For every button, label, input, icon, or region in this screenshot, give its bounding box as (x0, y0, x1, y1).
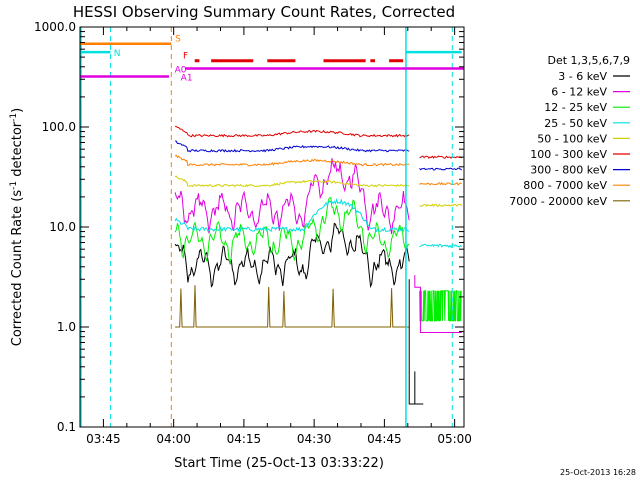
legend-entry-label: 12 - 25 keV (544, 101, 607, 114)
x-tick-label: 03:45 (86, 432, 121, 446)
y-axis: 0.1 1.0 10.0 100.0 1000.0 (34, 20, 464, 434)
legend-entry-label: 7000 - 20000 keV (509, 195, 607, 208)
flag-label: N (114, 49, 121, 59)
series-line (419, 203, 463, 208)
legend-entry-label: 3 - 6 keV (558, 70, 607, 83)
series-line (174, 197, 410, 233)
legend: Det 1,3,5,6,7,9 3 - 6 keV 6 - 12 keV 12 - … (509, 54, 630, 208)
legend-entry-label: 100 - 300 keV (530, 148, 607, 161)
legend-entry-label: 300 - 800 keV (530, 164, 607, 177)
flag-label: F (183, 52, 188, 62)
series-line (419, 181, 462, 186)
legend-entry-label: 800 - 7000 keV (523, 179, 607, 192)
footer-date: 25-Oct-2013 16:28 (560, 468, 636, 477)
series-line (174, 196, 410, 264)
series-line (414, 275, 462, 334)
flag-label: A0 (175, 65, 187, 75)
x-tick-label: 04:15 (227, 432, 262, 446)
flag-label: A1 (181, 73, 193, 83)
series-line (175, 125, 410, 138)
series-line (174, 175, 410, 188)
series-line (174, 222, 410, 289)
y-axis-label: Corrected Count Rate (s-1 detector-1) (9, 108, 25, 346)
series-line (175, 285, 410, 328)
chart-title: HESSI Observing Summary Count Rates, Cor… (73, 3, 455, 21)
y-tick-label: 100.0 (42, 120, 76, 134)
legend-entry-label: 25 - 50 keV (544, 117, 607, 130)
legend-entry-label: 50 - 100 keV (537, 132, 607, 145)
x-axis: 03:45 04:00 04:15 04:30 04:45 05:00 (79, 27, 472, 446)
series-line (408, 279, 424, 405)
legend-entry-label: 6 - 12 keV (551, 86, 607, 99)
series-line (419, 290, 462, 322)
series-line (419, 243, 463, 249)
x-tick-label: 05:00 (437, 432, 472, 446)
series-line (174, 158, 410, 235)
x-tick-label: 04:30 (297, 432, 332, 446)
x-tick-label: 04:45 (367, 432, 402, 446)
y-tick-label: 1000.0 (34, 20, 76, 34)
y-tick-label: 0.1 (57, 420, 76, 434)
series-line (419, 155, 462, 159)
series-line (419, 167, 462, 171)
y-tick-label: 10.0 (49, 220, 76, 234)
flag-label: S (175, 35, 181, 45)
legend-title: Det 1,3,5,6,7,9 (547, 54, 630, 67)
x-axis-label: Start Time (25-Oct-13 03:33:22) (174, 456, 384, 471)
series-line (174, 140, 410, 153)
y-tick-label: 1.0 (57, 320, 76, 334)
x-tick-label: 04:00 (156, 432, 191, 446)
series-line (174, 154, 410, 167)
